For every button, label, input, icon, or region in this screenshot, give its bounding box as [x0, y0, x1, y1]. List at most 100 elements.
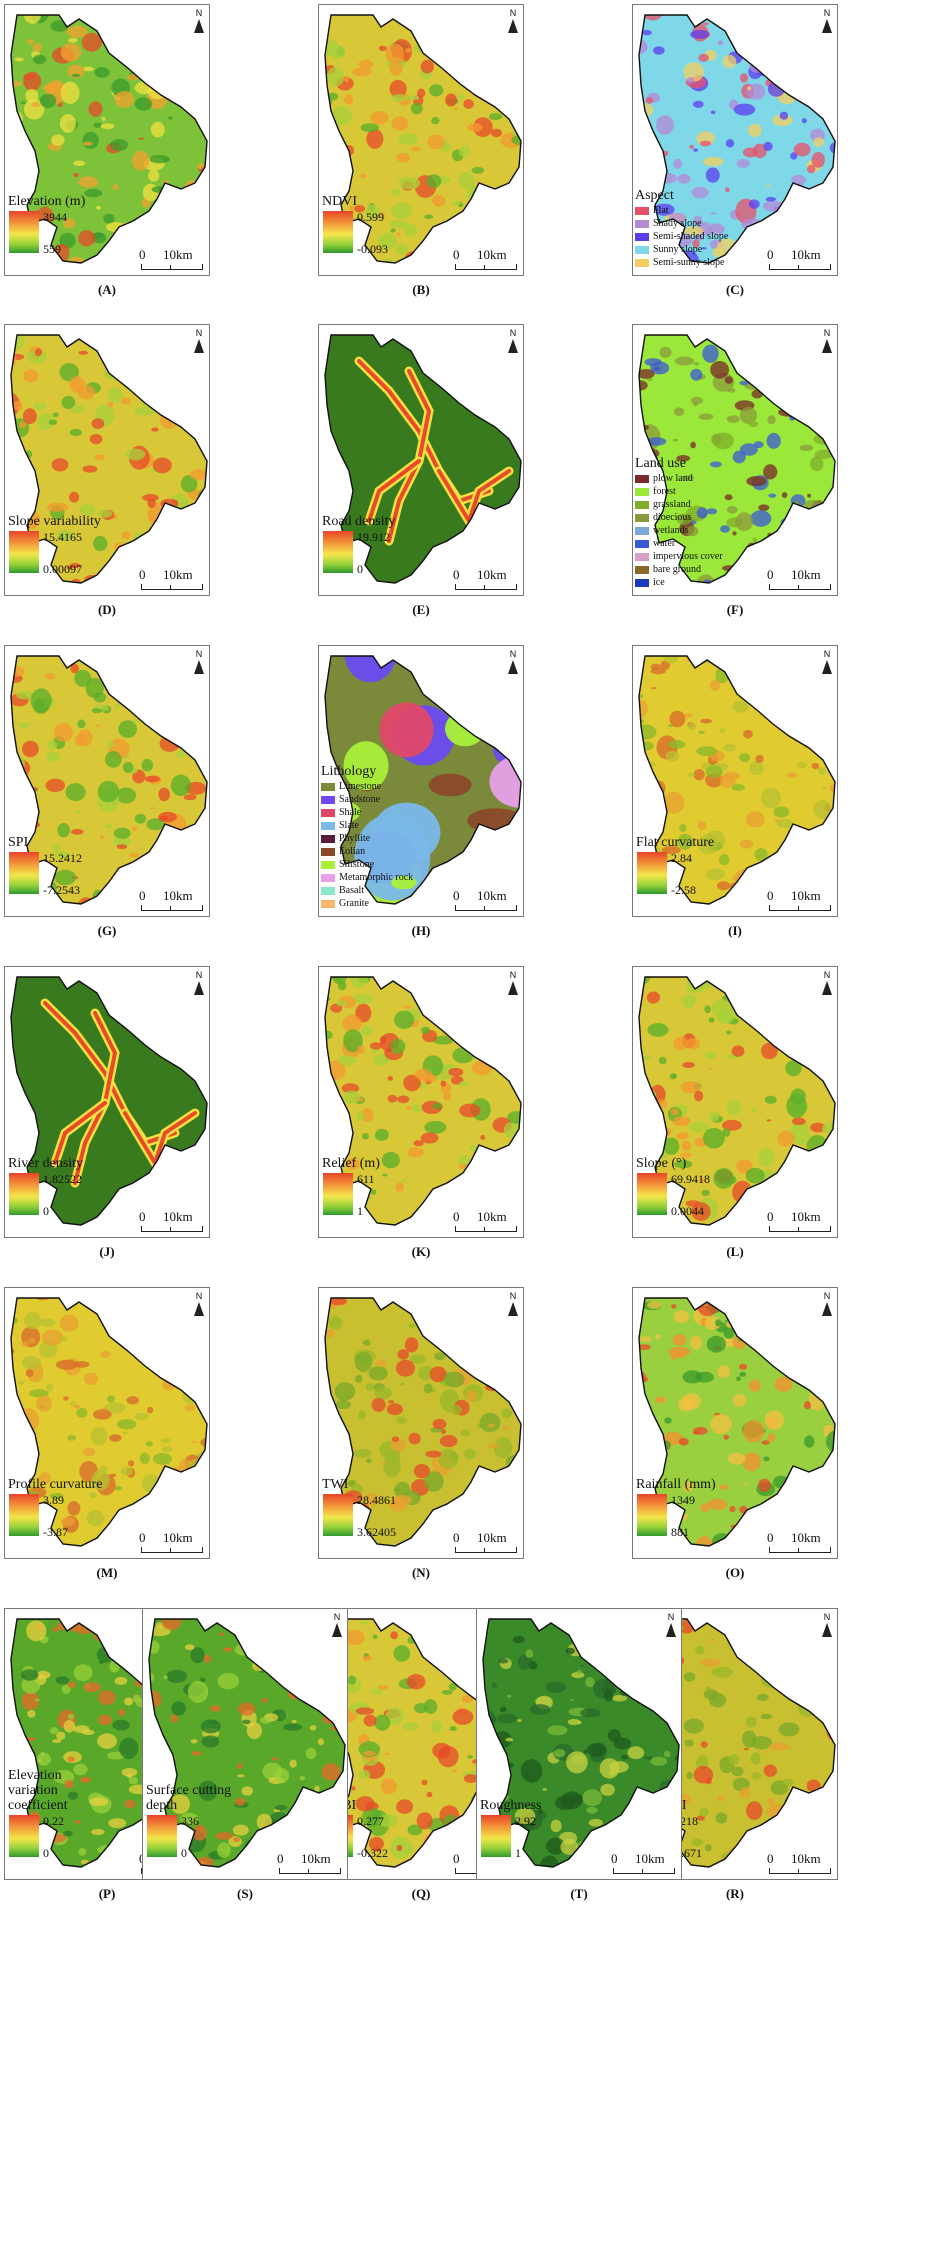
- north-arrow-shape: [194, 660, 204, 674]
- panel-label: (S): [237, 1886, 253, 1901]
- scale-tick: [170, 585, 171, 589]
- scale-zero: 0: [453, 1530, 460, 1545]
- legend-swatch: [635, 526, 649, 535]
- scale-bar: 0 10km: [767, 1851, 837, 1877]
- north-arrow-icon: N: [819, 650, 835, 674]
- legend-title: Flat curvature: [636, 835, 715, 850]
- legend-max-value: 2.92: [515, 1814, 536, 1828]
- legend-min-value: 0.00097: [43, 562, 82, 576]
- legend-max-value: 3944: [43, 210, 67, 224]
- legend-item-label: Flat: [653, 205, 669, 216]
- scale-zero: 0: [767, 1851, 774, 1866]
- legend-item-label: Limestone: [339, 781, 382, 792]
- scale-bar: 0 10km: [767, 567, 837, 593]
- study-area-outline: [324, 14, 522, 264]
- scale-line: [769, 1868, 831, 1874]
- legend-item-label: Siltstone: [339, 859, 375, 870]
- map-svg: [638, 976, 836, 1226]
- legend-item-label: Granite: [339, 898, 369, 909]
- legend-title: Elevation (m): [8, 194, 86, 209]
- legend-item-label: Slate: [339, 820, 359, 831]
- scale-tick: [798, 1869, 799, 1873]
- color-ramp: [637, 852, 667, 894]
- north-arrow-icon: N: [191, 329, 207, 353]
- map-panel-b: N 0 10km NDVI 0.599 -0.093: [318, 4, 524, 276]
- scale-zero: 0: [767, 1209, 774, 1224]
- study-area-outline: [638, 14, 836, 264]
- legend-swatch: [635, 245, 649, 254]
- legend-max-value: 1.82522: [43, 1172, 82, 1186]
- scale-line: [141, 264, 203, 270]
- north-arrow-shape: [508, 339, 518, 353]
- legend-max-value: 3.89: [43, 1493, 64, 1507]
- scale-tick: [798, 1548, 799, 1552]
- scale-line: [769, 1226, 831, 1232]
- map-panel-g: N 0 10km SPI 15.2412 -7.2543: [4, 645, 210, 917]
- legend-swatch: [321, 808, 335, 817]
- scale-bar: 0 10km: [767, 888, 837, 914]
- legend-item: Siltstone: [321, 858, 413, 871]
- north-letter: N: [823, 1612, 831, 1622]
- legend-item-label: Shale: [339, 807, 362, 818]
- legend-title: Roughness: [480, 1798, 542, 1813]
- legend-title: Slope (°): [636, 1156, 687, 1171]
- panel-label: (T): [570, 1886, 588, 1901]
- legend-item-label: ice: [653, 577, 665, 588]
- north-arrow-shape: [822, 19, 832, 33]
- scale-zero: 0: [453, 1851, 460, 1866]
- north-letter: N: [509, 649, 517, 659]
- legend-item: Flat: [635, 204, 728, 217]
- legend-swatch: [321, 899, 335, 908]
- map-panel-d: N 0 10km Slope variability 15.4165 0.00097: [4, 324, 210, 596]
- north-arrow-shape: [508, 981, 518, 995]
- north-arrow-shape: [822, 339, 832, 353]
- legend-swatch: [635, 258, 649, 267]
- scale-bar: 0 10km: [139, 1209, 209, 1235]
- panel-label: (E): [412, 602, 430, 617]
- north-arrow-icon: N: [663, 1613, 679, 1637]
- legend-swatch: [635, 206, 649, 215]
- scale-tick: [170, 1548, 171, 1552]
- north-arrow-shape: [194, 19, 204, 33]
- map-svg: [638, 1297, 836, 1547]
- category-legend: Aspect Flat Shady slope Semi-shaded slope Su…: [635, 188, 728, 269]
- north-arrow-shape: [508, 660, 518, 674]
- north-letter: N: [195, 328, 203, 338]
- scale-bar: 0 10km: [453, 1530, 523, 1556]
- study-area-outline: [324, 1618, 522, 1868]
- legend-min-value: -0.093: [357, 242, 388, 256]
- legend-max-value: 0.599: [357, 210, 384, 224]
- legend-title: Relief (m): [322, 1156, 380, 1171]
- legend-max-value: 0.22: [43, 1814, 64, 1828]
- legend-item-label: Metamorphic rock: [339, 872, 414, 883]
- legend-swatch: [635, 539, 649, 548]
- legend-item-label: bare ground: [653, 564, 702, 575]
- legend-item: forest: [635, 485, 723, 498]
- legend-min-value: 559: [43, 242, 61, 256]
- scale-distance: 10km: [791, 1530, 821, 1545]
- study-area-outline: [10, 976, 208, 1226]
- north-arrow-icon: N: [191, 1292, 207, 1316]
- legend-swatch: [321, 821, 335, 830]
- scale-bar: 0 10km: [767, 1209, 837, 1235]
- scale-line: [141, 1547, 203, 1553]
- legend-swatch: [321, 782, 335, 791]
- panel-label: (L): [726, 1244, 744, 1259]
- north-arrow-shape: [822, 981, 832, 995]
- map-svg: [482, 1618, 680, 1868]
- legend-item: bare ground: [635, 563, 723, 576]
- color-ramp: [9, 852, 39, 894]
- legend-swatch: [321, 847, 335, 856]
- map-panel-t: N 0 10km Roughness 2.92 1: [476, 1608, 682, 1880]
- legend-swatch: [635, 565, 649, 574]
- legend-item: Metamorphic rock: [321, 871, 413, 884]
- legend-swatch: [321, 886, 335, 895]
- scale-distance: 10km: [791, 1209, 821, 1224]
- legend-item: Semi-shaded slope: [635, 230, 728, 243]
- map-panel-a: N 0 10km Elevation (m) 3944 559: [4, 4, 210, 276]
- panel-label: (P): [98, 1886, 116, 1901]
- legend-title: TWI: [322, 1477, 349, 1492]
- legend-item: Limestone: [321, 780, 413, 793]
- scale-line: [141, 905, 203, 911]
- legend-item-label: Semi-sunny slope: [653, 257, 725, 268]
